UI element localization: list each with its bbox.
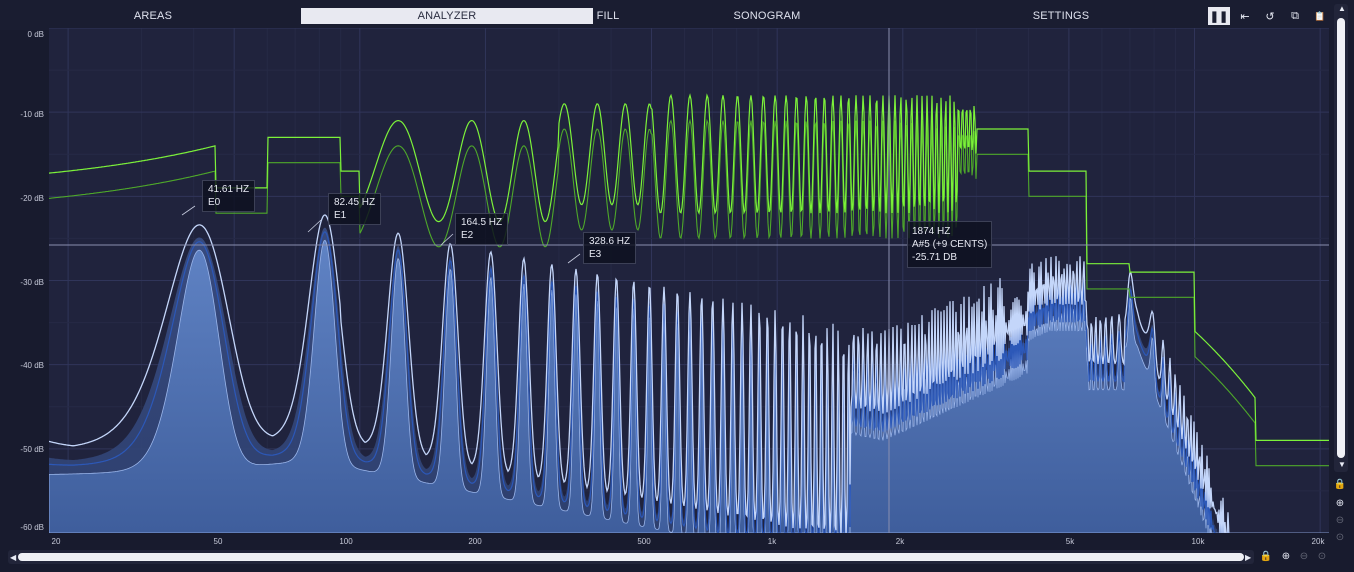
y-tick-label: 0 dB (27, 30, 44, 39)
y-tick-label: -30 dB (20, 278, 44, 287)
copy-icon[interactable]: ⧉ (1291, 9, 1299, 22)
zoom-out-icon[interactable]: ⊖ (1335, 515, 1345, 526)
cursor-readout: 1874 HZ A#5 (+9 CENTS) -25.71 DB (907, 221, 993, 268)
pause-icon[interactable]: ❚❚ (1208, 7, 1230, 25)
tab-sonogram[interactable]: SONOGRAM (733, 10, 801, 22)
scroll-up-icon[interactable]: ▲ (1338, 4, 1346, 13)
zoom-in-icon[interactable]: ⊕ (1335, 498, 1345, 509)
tab-fill[interactable]: FILL (596, 10, 620, 22)
note-pointers (181, 205, 581, 264)
zoom-out-icon[interactable]: ⊖ (1299, 551, 1309, 562)
note-tooltip-e0: 41.61 HZ E0 (202, 180, 256, 212)
spectrum-plot[interactable] (49, 28, 1329, 533)
tooltip-note: E0 (208, 197, 221, 208)
lock-icon[interactable]: 🔒 (1333, 479, 1347, 490)
y-tick-label: -50 dB (20, 445, 44, 454)
top-toolbar: AREAS ANALYZER FILL SONOGRAM SETTINGS ❚❚… (0, 0, 1354, 30)
x-tick-label: 100 (339, 537, 353, 546)
zoom-in-icon[interactable]: ⊕ (1281, 551, 1291, 562)
tooltip-note: E2 (461, 230, 474, 241)
reference-average-line (49, 118, 1329, 467)
spectrum-area (49, 239, 1329, 533)
x-tick-label: 5k (1065, 537, 1075, 546)
y-tick-label: -10 dB (20, 110, 44, 119)
tab-areas[interactable]: AREAS (133, 10, 173, 22)
tooltip-note: E3 (589, 249, 602, 260)
x-tick-label: 50 (213, 537, 223, 546)
spectrum-peak-line (49, 214, 1230, 533)
reference-peak-line (49, 93, 1329, 441)
x-tick-label: 20 (51, 537, 61, 546)
vertical-scroll-thumb[interactable] (1337, 18, 1345, 458)
tooltip-frequency: 328.6 HZ (589, 236, 631, 247)
vertical-scrollbar[interactable]: ▲ ▼ (1334, 4, 1348, 472)
zoom-reset-icon[interactable]: ⊙ (1335, 532, 1345, 543)
collapse-left-icon[interactable]: ⇤ (1240, 10, 1250, 23)
cursor-level: -25.71 DB (912, 252, 958, 263)
y-tick-label: -40 dB (20, 361, 44, 370)
paste-icon[interactable]: 📋 (1314, 10, 1326, 21)
x-tick-label: 2k (895, 537, 905, 546)
tooltip-frequency: 82.45 HZ (334, 197, 376, 208)
scroll-right-icon[interactable]: ▶ (1245, 553, 1252, 562)
note-tooltip-e3: 328.6 HZ E3 (583, 232, 637, 264)
tab-settings[interactable]: SETTINGS (1032, 10, 1090, 22)
y-tick-label: -20 dB (20, 194, 44, 203)
x-tick-label: 200 (468, 537, 482, 546)
tooltip-note: E1 (334, 210, 347, 221)
spectrum-graph (49, 28, 1329, 533)
cursor-note: A#5 (+9 CENTS) (912, 239, 988, 250)
x-tick-label: 20k (1311, 537, 1325, 546)
note-tooltip-e2: 164.5 HZ E2 (455, 213, 509, 245)
x-tick-label: 1k (767, 537, 777, 546)
cursor-frequency: 1874 HZ (912, 226, 951, 237)
horizontal-scrollbar[interactable]: ◀ ▶ (8, 550, 1254, 564)
horizontal-scroll-thumb[interactable] (18, 553, 1244, 561)
scroll-left-icon[interactable]: ◀ (10, 553, 17, 562)
x-tick-label: 10k (1191, 537, 1205, 546)
tooltip-frequency: 164.5 HZ (461, 217, 503, 228)
zoom-reset-icon[interactable]: ⊙ (1317, 551, 1327, 562)
tooltip-frequency: 41.61 HZ (208, 184, 250, 195)
tab-analyzer[interactable]: ANALYZER (301, 8, 593, 24)
note-tooltip-e1: 82.45 HZ E1 (328, 193, 382, 225)
y-tick-label: -60 dB (20, 523, 44, 532)
reset-icon[interactable]: ↺ (1265, 10, 1275, 23)
lock-icon[interactable]: 🔒 (1259, 551, 1273, 562)
scroll-down-icon[interactable]: ▼ (1338, 460, 1346, 469)
x-tick-label: 500 (637, 537, 651, 546)
